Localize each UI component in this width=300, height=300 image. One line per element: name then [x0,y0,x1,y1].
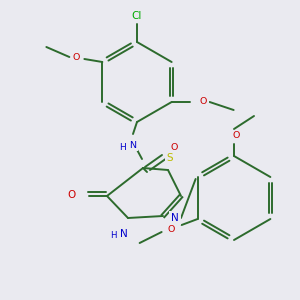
Text: O: O [232,131,240,140]
Text: N: N [130,140,136,149]
Text: N: N [171,213,179,223]
Text: Cl: Cl [132,11,142,21]
Text: O: O [170,142,178,152]
Text: S: S [167,153,173,163]
Text: O: O [200,98,207,106]
Text: O: O [168,224,175,233]
Text: O: O [73,52,80,62]
Text: H: H [110,232,116,241]
Text: H: H [120,142,126,152]
Text: N: N [120,229,128,239]
Text: O: O [67,190,75,200]
